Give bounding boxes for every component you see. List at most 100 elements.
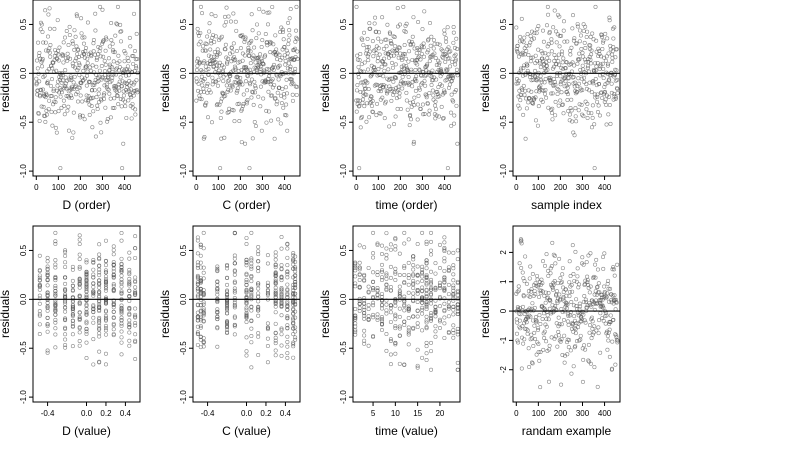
data-point bbox=[608, 313, 613, 318]
data-point bbox=[613, 55, 618, 60]
data-point bbox=[575, 61, 580, 66]
data-point bbox=[447, 50, 452, 55]
data-point bbox=[275, 90, 280, 95]
data-point bbox=[442, 309, 447, 314]
data-point bbox=[372, 83, 377, 88]
data-point bbox=[119, 291, 124, 296]
data-point bbox=[249, 288, 254, 293]
data-point bbox=[397, 22, 402, 27]
data-point bbox=[91, 289, 96, 294]
data-point bbox=[107, 91, 112, 96]
data-point bbox=[53, 262, 58, 267]
data-point bbox=[53, 276, 58, 281]
data-point bbox=[550, 117, 555, 122]
data-point bbox=[562, 39, 567, 44]
data-point bbox=[589, 304, 594, 309]
data-point bbox=[204, 83, 209, 88]
data-point bbox=[127, 321, 132, 326]
data-point bbox=[278, 121, 283, 126]
data-point bbox=[415, 273, 420, 278]
data-point bbox=[537, 85, 542, 90]
data-point bbox=[527, 95, 532, 100]
data-point bbox=[97, 252, 102, 257]
data-point bbox=[552, 64, 557, 69]
data-point bbox=[96, 91, 101, 96]
data-point bbox=[518, 312, 523, 317]
data-point bbox=[198, 278, 203, 283]
data-point bbox=[53, 320, 58, 325]
data-point bbox=[433, 314, 438, 319]
data-point bbox=[420, 279, 425, 284]
data-point bbox=[85, 61, 90, 66]
data-point bbox=[127, 283, 132, 288]
data-point bbox=[232, 324, 237, 329]
data-point bbox=[295, 49, 300, 54]
data-point bbox=[590, 31, 595, 36]
data-point bbox=[360, 97, 365, 102]
data-point bbox=[119, 231, 124, 236]
data-point bbox=[293, 291, 298, 296]
data-point bbox=[371, 303, 376, 308]
data-point bbox=[384, 282, 389, 287]
data-point bbox=[47, 46, 52, 51]
data-point bbox=[359, 62, 364, 67]
data-point bbox=[85, 73, 90, 78]
data-point bbox=[577, 51, 582, 56]
data-point bbox=[82, 117, 87, 122]
data-point bbox=[228, 19, 233, 24]
data-point bbox=[402, 294, 407, 299]
data-point bbox=[91, 275, 96, 280]
data-point bbox=[102, 96, 107, 101]
x-tick-label: 0 bbox=[354, 183, 359, 192]
data-point bbox=[572, 314, 577, 319]
x-tick-label: 0 bbox=[194, 183, 199, 192]
data-point bbox=[362, 316, 367, 321]
data-point bbox=[429, 269, 434, 274]
data-point bbox=[371, 110, 376, 115]
data-point bbox=[393, 303, 398, 308]
data-point bbox=[580, 54, 585, 59]
data-point bbox=[63, 325, 68, 330]
data-point bbox=[583, 320, 588, 325]
data-point bbox=[97, 323, 102, 328]
data-point bbox=[259, 128, 264, 133]
data-point bbox=[127, 288, 132, 293]
data-point bbox=[402, 265, 407, 270]
data-point bbox=[201, 86, 206, 91]
data-point bbox=[446, 282, 451, 287]
data-point bbox=[366, 44, 371, 49]
data-point bbox=[529, 89, 534, 94]
data-point bbox=[274, 47, 279, 52]
x-tick-label: 100 bbox=[212, 183, 226, 192]
data-point bbox=[366, 303, 371, 308]
data-point bbox=[353, 281, 358, 286]
data-point bbox=[97, 270, 102, 275]
data-point bbox=[553, 261, 558, 266]
x-tick-label: 100 bbox=[532, 409, 546, 418]
data-point bbox=[128, 87, 133, 92]
data-point bbox=[411, 278, 416, 283]
data-point bbox=[521, 40, 526, 45]
data-point bbox=[379, 317, 384, 322]
data-point bbox=[195, 310, 200, 315]
data-point bbox=[445, 25, 450, 30]
data-point bbox=[603, 97, 608, 102]
data-point bbox=[97, 331, 102, 336]
data-point bbox=[45, 259, 50, 264]
data-point bbox=[267, 10, 272, 15]
data-point bbox=[232, 302, 237, 307]
data-point bbox=[111, 72, 116, 77]
data-point bbox=[237, 101, 242, 106]
data-point bbox=[100, 7, 105, 12]
data-point bbox=[201, 344, 206, 349]
data-point bbox=[217, 63, 222, 68]
data-point bbox=[63, 250, 68, 255]
data-point bbox=[581, 28, 586, 33]
y-tick-label: 0.5 bbox=[19, 244, 28, 256]
data-point bbox=[527, 313, 532, 318]
data-point bbox=[439, 104, 444, 109]
y-tick-label: -0.5 bbox=[339, 115, 348, 129]
data-point bbox=[244, 263, 249, 268]
data-point bbox=[240, 33, 245, 38]
data-point bbox=[92, 70, 97, 75]
